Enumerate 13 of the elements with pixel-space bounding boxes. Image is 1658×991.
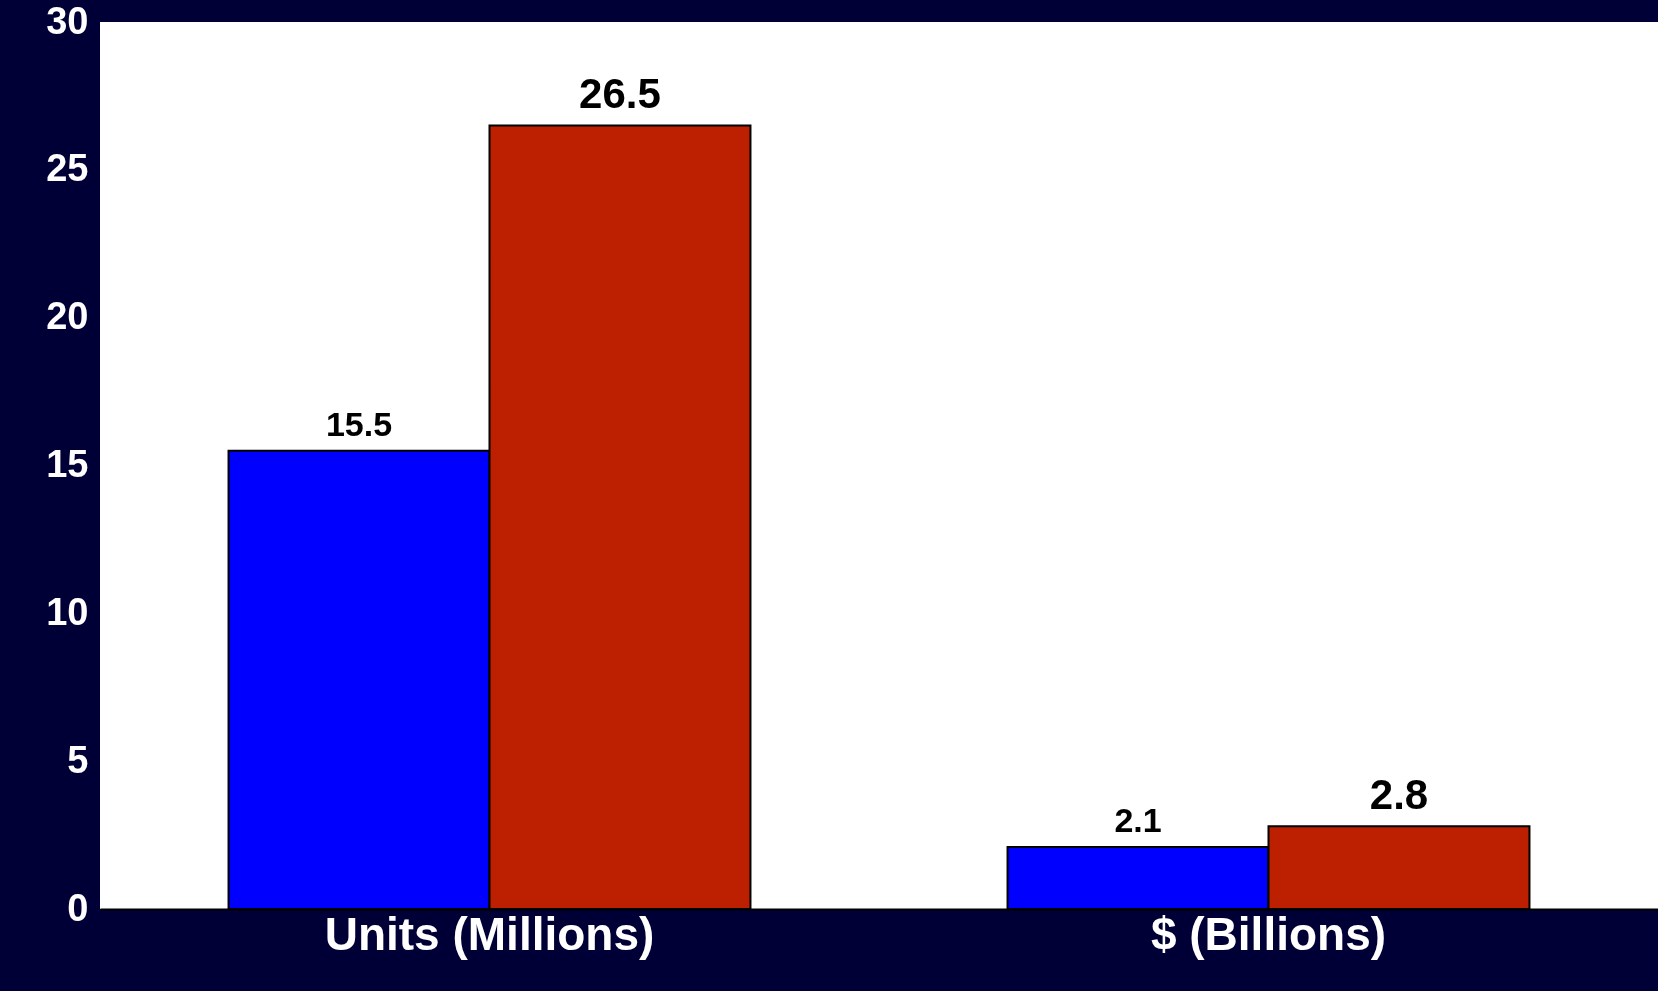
- y-tick-label: 25: [46, 147, 89, 190]
- y-tick-label: 0: [67, 886, 89, 929]
- x-tick-label: Units (Millions): [324, 907, 655, 960]
- y-tick-label: 5: [67, 738, 89, 781]
- x-tick-label: $ (Billions): [1150, 907, 1387, 960]
- y-tick-label: 15: [46, 443, 89, 485]
- data-label: 2.8: [1369, 771, 1429, 819]
- data-label: 2.1: [1114, 800, 1162, 839]
- y-tick-label: 30: [46, 0, 89, 42]
- y-tick-label: 20: [46, 295, 89, 338]
- data-label: 26.5: [579, 70, 661, 118]
- y-tick-label: 10: [46, 590, 89, 633]
- data-label: 15.5: [325, 404, 393, 443]
